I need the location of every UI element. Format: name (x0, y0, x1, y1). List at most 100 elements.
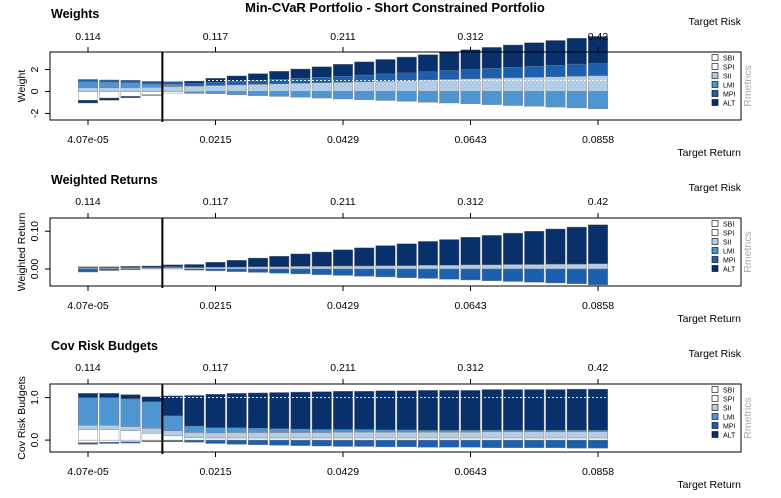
bar-segment-mpi (205, 268, 226, 272)
bar-segment-alt (354, 247, 375, 267)
bar-segment-alt (481, 235, 502, 266)
y-tick-label: 2 (29, 66, 41, 72)
bar-segment-spi (205, 437, 226, 441)
bar-segment-alt (226, 260, 247, 268)
bar-segment-sii (545, 76, 566, 92)
bar-segment-sii (205, 432, 226, 439)
bar-segment-spi (163, 435, 183, 441)
bar-segment-lmi (120, 82, 141, 88)
bar-segment-mpi (481, 268, 502, 281)
bar-segment-sii (78, 87, 98, 92)
bar-segment-sii (163, 86, 183, 92)
bar-segment-sbi (78, 439, 98, 443)
legend-label-sii: SII (723, 239, 732, 246)
bar-segment-alt (460, 49, 481, 70)
bar-segment-alt (333, 391, 353, 430)
bar-segment-lmi (503, 91, 523, 106)
bar-segment-mpi (333, 268, 353, 276)
bar-stack-group (78, 388, 608, 449)
bar-segment-mpi (311, 77, 332, 83)
bar-segment-spi (396, 437, 417, 441)
bar-segment-sii (269, 266, 290, 270)
bar-segment-alt (184, 395, 205, 427)
rmetrics-watermark: Rmetrics (742, 65, 754, 106)
bar-segment-mpi (396, 268, 417, 278)
bar-segment-mpi (545, 439, 566, 448)
legend-label-mpi: MPI (723, 257, 736, 264)
bar-segment-spi (439, 437, 460, 441)
bar-segment-spi (141, 433, 162, 441)
bar-segment-spi (311, 437, 332, 441)
bar-segment-sii (545, 431, 566, 439)
bar-segment-alt (311, 391, 332, 430)
legend-swatch-lmi (711, 247, 719, 254)
bar-segment-alt (269, 255, 290, 267)
bar-segment-lmi (354, 429, 375, 433)
bar-segment-spi (333, 437, 353, 441)
bar-segment-sii (333, 265, 353, 270)
bar-segment-alt (78, 393, 98, 398)
bar-segment-mpi (588, 439, 608, 449)
bar-segment-mpi (269, 268, 290, 274)
legend-label-lmi: LMI (723, 82, 735, 89)
legend-swatch-spi (711, 395, 719, 402)
bar-segment-mpi (396, 439, 417, 448)
bar-segment-alt (78, 266, 98, 268)
bar-segment-sii (588, 263, 608, 270)
bar-segment-mpi (226, 268, 247, 272)
y-tick-label: -2 (29, 109, 41, 118)
bar-segment-sii (290, 432, 311, 439)
bar-segment-mpi (333, 439, 353, 447)
bar-segment-sii (205, 266, 226, 270)
bar-segment-mpi (418, 71, 438, 81)
bar-segment-sii (481, 264, 502, 270)
bar-segment-mpi (99, 79, 120, 83)
bar-segment-sbi (163, 91, 183, 94)
legend-label-alt: ALT (723, 100, 736, 107)
bar-segment-lmi (545, 91, 566, 108)
bar-segment-alt (205, 262, 226, 268)
bar-segment-mpi (503, 67, 523, 78)
bar-segment-lmi (311, 429, 332, 433)
bar-segment-mpi (248, 268, 268, 273)
figure-title: Min-CVaR Portfolio - Short Constrained P… (245, 0, 545, 15)
bar-segment-mpi (481, 439, 502, 448)
x-axis-label: Target Return (677, 147, 741, 159)
top-tick-label: 0.114 (75, 362, 101, 374)
bar-segment-mpi (141, 440, 162, 443)
bar-segment-alt (396, 390, 417, 431)
bar-segment-mpi (99, 268, 120, 271)
bar-segment-lmi (78, 81, 98, 88)
bar-segment-mpi (418, 268, 438, 279)
top-tick-label: 0.42 (588, 31, 609, 43)
bar-segment-mpi (163, 81, 183, 85)
top-tick-label: 0.114 (75, 31, 101, 43)
bar-segment-lmi (248, 91, 268, 96)
bar-segment-sii (503, 431, 523, 439)
bottom-tick-label: 4.07e-05 (67, 466, 109, 478)
bar-segment-alt (333, 249, 353, 267)
bar-segment-mpi (524, 268, 545, 283)
bar-segment-mpi (375, 268, 396, 278)
legend: SBI SPI SII LMI MPI ALT (711, 220, 736, 273)
bar-segment-sii (524, 431, 545, 439)
top-axis-label: Target Risk (688, 348, 741, 360)
bar-segment-sii (418, 79, 438, 92)
bar-segment-alt (290, 391, 311, 430)
bar-segment-sii (588, 431, 608, 439)
bar-segment-sii (226, 432, 247, 439)
bar-segment-sii (439, 431, 460, 439)
bar-segment-alt (503, 232, 523, 265)
bar-segment-sii (248, 266, 268, 270)
bar-segment-sii (354, 265, 375, 270)
bar-segment-mpi (78, 79, 98, 82)
bar-segment-lmi (481, 91, 502, 105)
bar-segment-alt (269, 392, 290, 429)
bar-segment-spi (354, 437, 375, 441)
bar-segment-sii (290, 83, 311, 92)
bar-segment-mpi (566, 439, 587, 449)
legend: SBI SPI SII LMI MPI ALT (711, 386, 736, 439)
legend: SBI SPI SII LMI MPI ALT (711, 54, 736, 107)
bottom-tick-label: 0.0215 (199, 134, 231, 146)
legend-swatch-lmi (711, 81, 719, 88)
